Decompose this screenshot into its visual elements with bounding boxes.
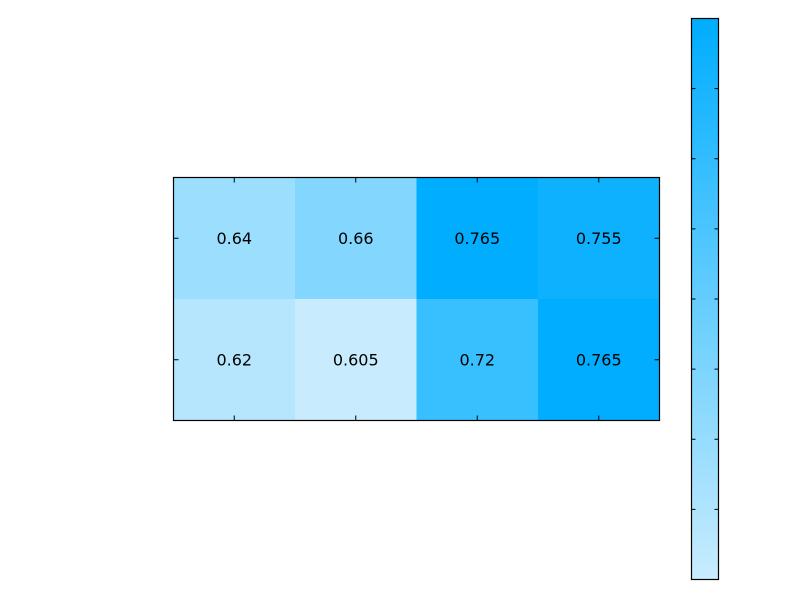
heatmap-cell-r1-c0 bbox=[173, 299, 296, 421]
heatmap-axis-ticks bbox=[173, 177, 660, 421]
cell-value-label-r1-c1: 0.605 bbox=[333, 350, 379, 369]
heatmap-cell-r0-c1 bbox=[295, 177, 417, 300]
heatmap-cell-r1-c3 bbox=[538, 299, 660, 421]
cell-value-label-r0-c3: 0.755 bbox=[576, 229, 622, 248]
heatmap-cells bbox=[173, 177, 660, 421]
heatmap-cell-labels: 0.64 0.66 0.765 0.755 0.62 0.605 0.72 0.765 bbox=[216, 229, 621, 370]
heatmap-cell-r1-c2 bbox=[416, 299, 539, 421]
cell-value-label-r1-c0: 0.62 bbox=[216, 350, 252, 369]
cell-value-label-r0-c1: 0.66 bbox=[338, 229, 374, 248]
colorbar-ticks bbox=[691, 18, 719, 580]
colorbar bbox=[690, 17, 720, 581]
heatmap-cell-r1-c1 bbox=[295, 299, 417, 421]
cell-value-label-r0-c2: 0.765 bbox=[454, 229, 500, 248]
heatmap-cell-r0-c3 bbox=[538, 177, 660, 300]
cell-value-label-r1-c3: 0.765 bbox=[576, 350, 622, 369]
heatmap-cell-r0-c2 bbox=[416, 177, 539, 300]
heatmap-cell-r0-c0 bbox=[173, 177, 296, 300]
cell-value-label-r1-c2: 0.72 bbox=[459, 350, 495, 369]
heatmap-frame bbox=[172, 176, 661, 422]
cell-value-label-r0-c0: 0.64 bbox=[216, 229, 252, 248]
